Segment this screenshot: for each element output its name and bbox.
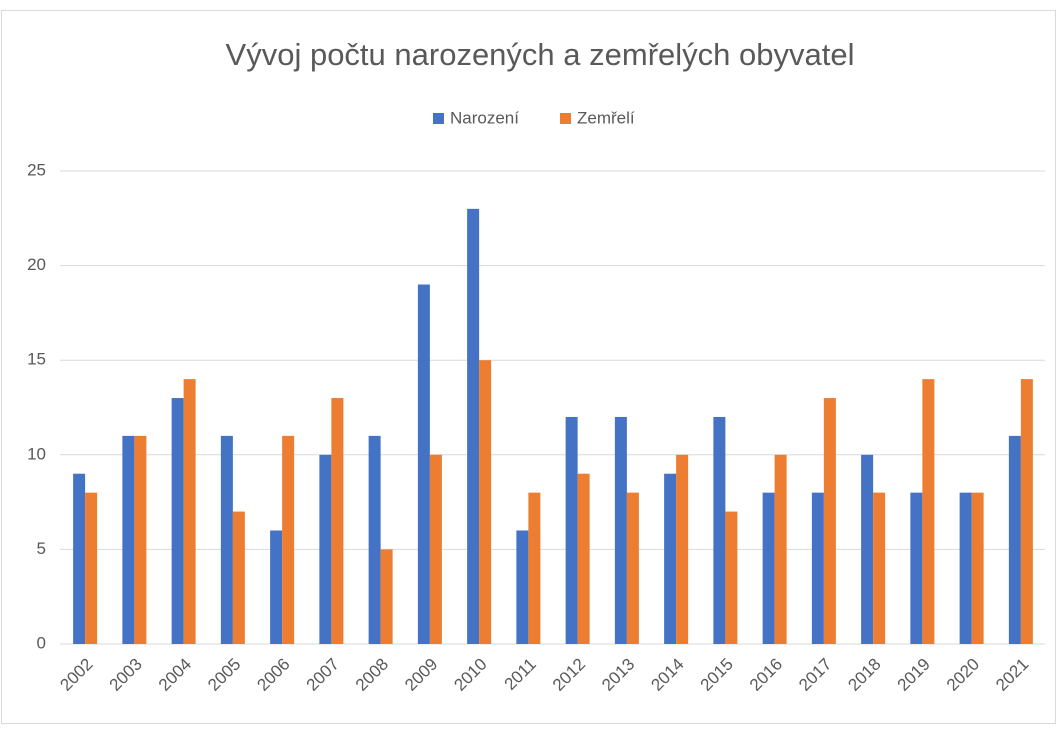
bar [183, 379, 196, 644]
bar [762, 492, 775, 644]
bar [171, 398, 184, 644]
bar [479, 360, 492, 644]
bar [73, 473, 86, 644]
y-tick-label: 20 [27, 255, 46, 274]
bar [417, 284, 430, 644]
legend-swatch [433, 113, 444, 124]
legend-label: Zemřelí [577, 108, 635, 127]
y-tick-label: 10 [27, 444, 46, 463]
y-tick-label: 0 [37, 633, 46, 652]
bar [220, 435, 233, 644]
bar [85, 492, 98, 644]
bar [626, 492, 639, 644]
bar [713, 416, 726, 644]
legend-label: Narození [450, 108, 519, 127]
bar [232, 511, 245, 644]
bar [959, 492, 972, 644]
bar [910, 492, 923, 644]
bar [873, 492, 886, 644]
y-tick-label: 25 [27, 160, 46, 179]
legend-swatch [560, 113, 571, 124]
bar [614, 416, 627, 644]
bar [282, 435, 295, 644]
y-tick-label: 5 [37, 539, 46, 558]
bar [516, 530, 529, 644]
bar [861, 454, 874, 644]
bar [122, 435, 135, 644]
bar [811, 492, 824, 644]
bar [368, 435, 381, 644]
bar [971, 492, 984, 644]
bar [774, 454, 787, 644]
bar [380, 549, 393, 644]
bar [319, 454, 332, 644]
bar [134, 435, 147, 644]
bar [467, 208, 480, 644]
bar [528, 492, 541, 644]
bar [270, 530, 283, 644]
bar [565, 416, 578, 644]
bar [577, 473, 590, 644]
bar [676, 454, 689, 644]
bar [922, 379, 935, 644]
bar [1020, 379, 1033, 644]
bar [1008, 435, 1021, 644]
bar [664, 473, 677, 644]
chart-title: Vývoj počtu narozených a zemřelých obyva… [226, 37, 855, 72]
bar [823, 398, 836, 644]
bar [429, 454, 442, 644]
bar [331, 398, 344, 644]
bar [725, 511, 738, 644]
y-tick-label: 15 [27, 350, 46, 369]
